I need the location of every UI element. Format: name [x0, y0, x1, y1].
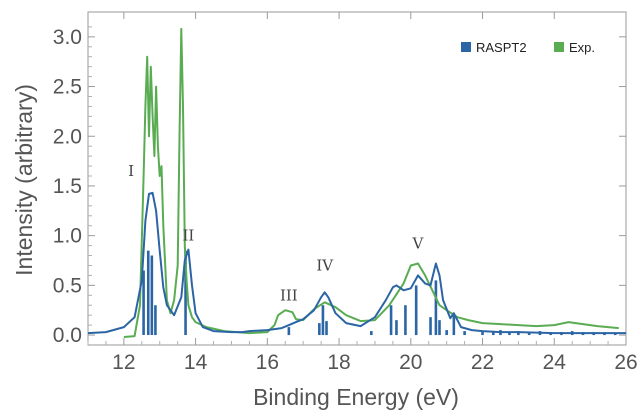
legend-label-raspt2: RASPT2 — [476, 40, 527, 55]
y-tick-label: 3.0 — [53, 26, 82, 49]
peak-label: II — [182, 227, 194, 245]
peak-label: III — [280, 286, 298, 304]
x-axis-title: Binding Energy (eV) — [253, 384, 459, 410]
legend-swatch-exp — [554, 42, 564, 52]
y-tick-label: 1.5 — [53, 175, 82, 198]
y-tick-label: 0.5 — [53, 274, 82, 297]
x-tick-label: 22 — [471, 351, 494, 374]
x-tick-label: 26 — [614, 351, 637, 374]
peak-label: I — [128, 162, 134, 180]
x-tick-label: 14 — [184, 351, 208, 374]
plot-frame — [87, 11, 627, 346]
y-tick-label: 2.5 — [53, 76, 82, 99]
plot-border — [87, 11, 627, 346]
series-line-exp- — [123, 27, 619, 338]
x-tick-label: 18 — [327, 351, 350, 374]
series-line-raspt2 — [87, 191, 626, 335]
legend-swatch-raspt2 — [461, 42, 471, 52]
line-series — [87, 27, 626, 338]
legend-label-exp: Exp. — [569, 40, 595, 55]
y-axis-ticks: 0.0 0.5 1.0 1.5 2.0 2.5 3.0 — [53, 26, 626, 347]
x-tick-label: 12 — [112, 351, 135, 374]
y-axis-title: Intensity (arbitrary) — [11, 84, 37, 276]
y-tick-label: 0.0 — [53, 324, 82, 347]
y-tick-label: 2.0 — [53, 125, 82, 148]
y-tick-label: 1.0 — [53, 225, 82, 248]
legend: RASPT2 Exp. — [461, 40, 595, 55]
x-tick-label: 20 — [399, 351, 422, 374]
x-tick-label: 16 — [256, 351, 279, 374]
stick-series — [142, 250, 617, 336]
peak-label: V — [412, 235, 425, 253]
x-tick-label: 24 — [543, 351, 567, 374]
peak-label: IV — [316, 256, 334, 274]
x-axis-ticks: 12 14 16 18 20 22 24 26 — [87, 12, 638, 374]
